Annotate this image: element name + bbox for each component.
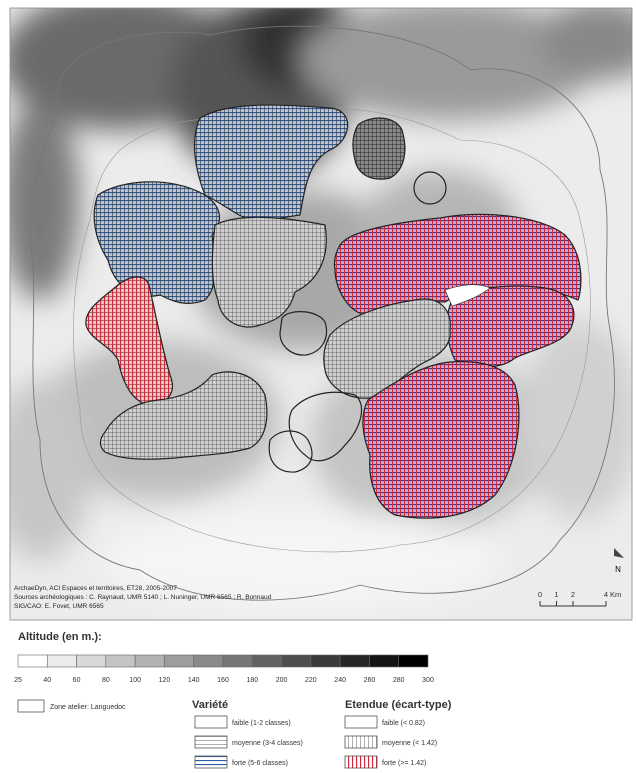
- ramp-box: [77, 655, 106, 667]
- ramp-box: [106, 655, 135, 667]
- credit-line: Sources archéologiques : C. Raynaud, UMR…: [14, 594, 272, 601]
- altitude-ramp: 25 40 60 80 100 120 140 160 180 200 220 240 260 280 30…: [14, 655, 434, 684]
- scale-label: 1: [554, 590, 558, 599]
- ramp-box: [340, 655, 369, 667]
- legend-label: forte (5-6 classes): [232, 760, 288, 767]
- legend-label: forte (>= 1.42): [382, 760, 426, 767]
- ramp-label: 200: [276, 677, 288, 684]
- legend-swatch: [195, 736, 227, 748]
- ramp-label: 25: [14, 677, 22, 684]
- ramp-label: 60: [73, 677, 81, 684]
- ramp-box: [282, 655, 311, 667]
- ramp-box: [223, 655, 252, 667]
- ramp-label: 240: [334, 677, 346, 684]
- legend-swatch: [195, 756, 227, 768]
- ramp-box: [164, 655, 193, 667]
- ramp-box: [47, 655, 76, 667]
- legend-label: moyenne (3-4 classes): [232, 740, 303, 747]
- legend-swatch: [345, 716, 377, 728]
- credit-line: SIG/CAO: E. Fovet, UMR 6565: [14, 603, 104, 610]
- ramp-box: [194, 655, 223, 667]
- legend-label: Zone atelier: Languedoc: [50, 704, 126, 711]
- legend-swatch: [345, 756, 377, 768]
- legend-swatch: [345, 736, 377, 748]
- ramp-label: 40: [43, 677, 51, 684]
- legend-label: faible (1-2 classes): [232, 720, 291, 727]
- ramp-label: 260: [364, 677, 376, 684]
- ramp-box: [252, 655, 281, 667]
- legend-title: Altitude (en m.):: [18, 631, 102, 643]
- legend-label: faible (< 0.82): [382, 720, 425, 727]
- credit-line: ArchaeDyn, ACI Espaces et territoires, E…: [14, 585, 177, 592]
- north-label: N: [615, 565, 621, 574]
- map-figure: ArchaeDyn, ACI Espaces et territoires, E…: [0, 0, 636, 773]
- scale-label: 2: [571, 590, 575, 599]
- scale-unit: Km: [610, 590, 621, 599]
- legend-heading: Etendue (écart-type): [345, 699, 452, 711]
- ramp-label: 80: [102, 677, 110, 684]
- page: {"map": { "credits": ["ArchaeDyn, ACI Es…: [0, 0, 636, 773]
- ramp-box: [399, 655, 428, 667]
- legend-label: moyenne (< 1.42): [382, 740, 437, 747]
- legend-swatch: [18, 700, 44, 712]
- ramp-label: 120: [159, 677, 171, 684]
- legend-swatch: [195, 716, 227, 728]
- legend: Altitude (en m.): 25 40 60 80 100 120 140 160 18…: [14, 631, 452, 768]
- legend-heading: Variété: [192, 699, 228, 711]
- ramp-label: 180: [246, 677, 258, 684]
- ramp-label: 220: [305, 677, 317, 684]
- ramp-label: 300: [422, 677, 434, 684]
- ramp-box: [135, 655, 164, 667]
- map-area: ArchaeDyn, ACI Espaces et territoires, E…: [0, 0, 636, 620]
- ramp-box: [18, 655, 47, 667]
- ramp-box: [311, 655, 340, 667]
- ramp-box: [369, 655, 398, 667]
- ramp-label: 160: [217, 677, 229, 684]
- scale-label: 0: [538, 590, 542, 599]
- ramp-label: 140: [188, 677, 200, 684]
- scale-label: 4: [604, 590, 608, 599]
- ramp-label: 100: [129, 677, 141, 684]
- ramp-label: 280: [393, 677, 405, 684]
- zone-dark-north: [353, 118, 405, 179]
